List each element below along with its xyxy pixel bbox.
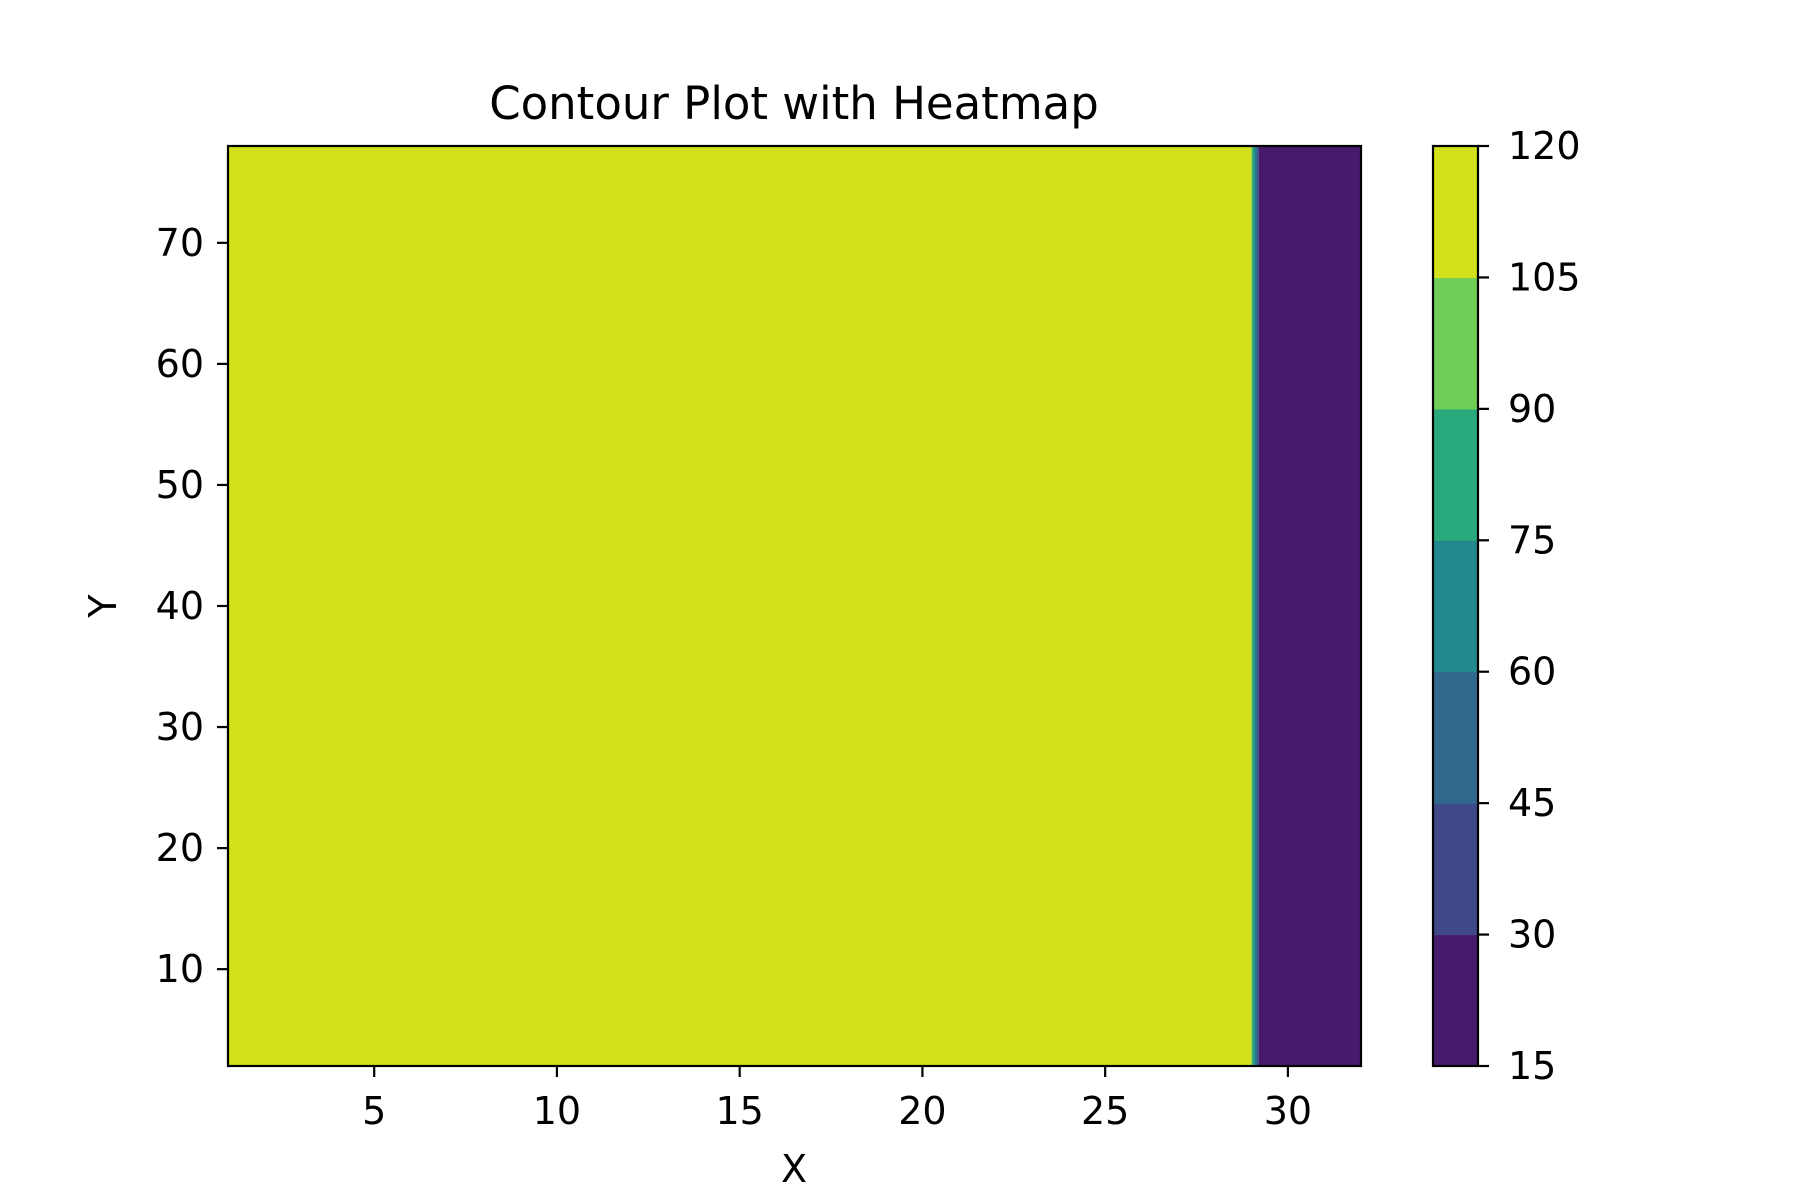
colorbar <box>1433 146 1478 1067</box>
x-tick-label: 5 <box>362 1089 386 1133</box>
colorbar-band <box>1433 671 1478 804</box>
colorbar-band <box>1433 277 1478 410</box>
colorbar-tick-label: 105 <box>1508 255 1581 299</box>
colorbar-band <box>1433 803 1478 936</box>
x-axis-label: X <box>781 1147 807 1191</box>
colorbar-band <box>1433 540 1478 673</box>
y-tick-label: 30 <box>156 705 204 749</box>
plot-area <box>228 146 1361 1066</box>
y-axis: 10 20 30 40 50 60 70 <box>156 221 228 991</box>
contour-region <box>228 146 1252 1066</box>
chart-title: Contour Plot with Heatmap <box>489 77 1099 130</box>
x-tick-label: 20 <box>898 1089 946 1133</box>
x-tick-label: 25 <box>1081 1089 1129 1133</box>
colorbar-tick-label: 15 <box>1508 1044 1556 1088</box>
colorbar-band <box>1433 934 1478 1067</box>
x-axis: 5 10 15 20 25 30 <box>362 1066 1312 1133</box>
colorbar-tick-label: 75 <box>1508 518 1556 562</box>
colorbar-tick-label: 90 <box>1508 387 1556 431</box>
x-tick-label: 30 <box>1264 1089 1312 1133</box>
colorbar-band <box>1433 146 1478 279</box>
colorbar-tick-label: 45 <box>1508 781 1556 825</box>
y-tick-label: 60 <box>156 342 204 386</box>
colorbar-band <box>1433 408 1478 541</box>
colorbar-frame <box>1431 144 1480 1068</box>
colorbar-tick-label: 60 <box>1508 650 1556 694</box>
contour-region <box>1251 146 1259 1066</box>
y-tick-label: 70 <box>156 221 204 265</box>
y-tick-label: 40 <box>156 584 204 628</box>
contour-region <box>1258 146 1361 1066</box>
colorbar-tick-label: 30 <box>1508 913 1556 957</box>
x-tick-label: 15 <box>715 1089 763 1133</box>
y-tick-label: 10 <box>156 947 204 991</box>
x-tick-label: 10 <box>533 1089 581 1133</box>
y-axis-label: Y <box>81 594 125 619</box>
y-tick-label: 20 <box>156 826 204 870</box>
colorbar-tick-label: 120 <box>1508 124 1581 168</box>
colorbar-axis: 15 30 45 60 75 90 105 120 <box>1478 124 1581 1088</box>
y-tick-label: 50 <box>156 463 204 507</box>
